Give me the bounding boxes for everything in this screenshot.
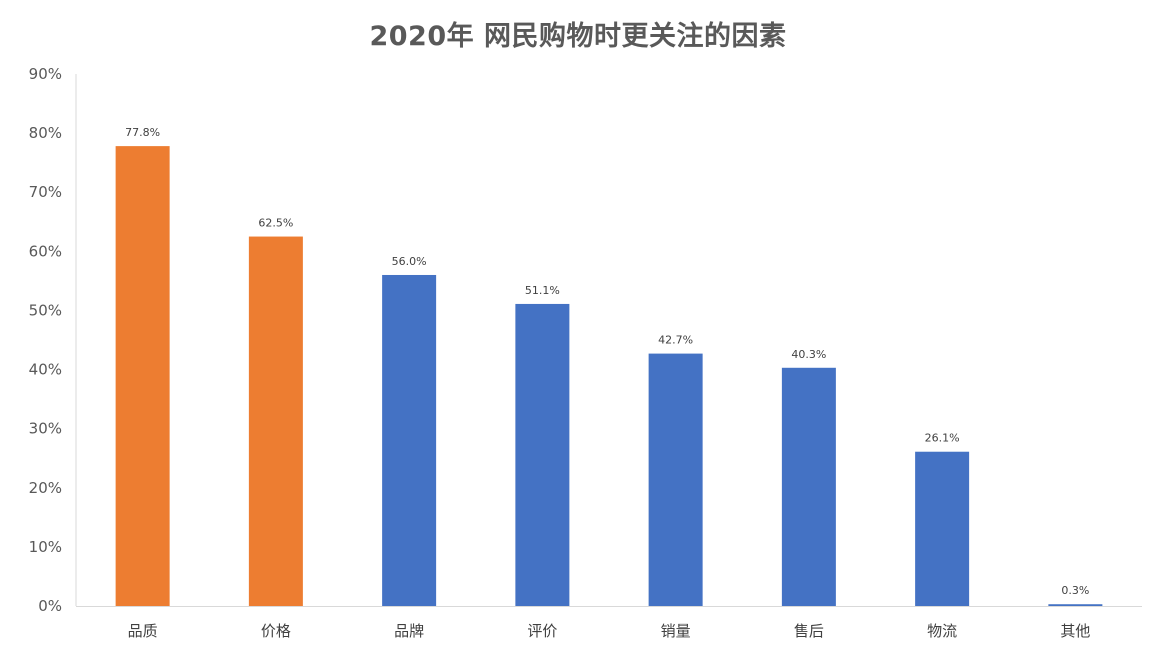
y-tick-label: 50%: [29, 301, 62, 319]
x-tick-label: 物流: [927, 622, 957, 640]
x-tick-label: 价格: [261, 622, 291, 640]
y-tick-label: 60%: [29, 242, 62, 260]
data-label: 40.3%: [791, 348, 826, 361]
x-tick-label: 其他: [1060, 622, 1090, 640]
data-label: 77.8%: [125, 126, 160, 139]
y-tick-label: 10%: [29, 538, 62, 556]
data-labels-group: 77.8% 62.5% 56.0% 51.1% 42.7% 40.3% 26.1% 0.3%: [125, 126, 1089, 597]
x-axis-ticks: 品质 价格 品牌 评价 销量 售后 物流 其他: [128, 622, 1091, 640]
data-label: 42.7%: [658, 334, 693, 347]
x-tick-label: 评价: [527, 622, 557, 640]
bars-group: [115, 146, 1103, 607]
x-tick-label: 品质: [128, 622, 158, 640]
x-tick-label: 销量: [661, 622, 691, 640]
y-axis-ticks: 0% 10% 20% 30% 40% 50% 60% 70% 80% 90%: [29, 65, 62, 615]
x-tick-label: 品牌: [394, 622, 424, 640]
y-tick-label: 40%: [29, 361, 62, 379]
bar-7: [915, 451, 970, 606]
chart-title: 2020年 网民购物时更关注的因素: [369, 21, 787, 52]
data-label: 56.0%: [392, 255, 427, 268]
bar-1: [115, 146, 170, 607]
y-tick-label: 70%: [29, 183, 62, 201]
y-tick-label: 30%: [29, 420, 62, 438]
bar-6: [781, 367, 836, 606]
data-label: 62.5%: [258, 217, 293, 230]
bar-5: [648, 353, 703, 606]
data-label: 51.1%: [525, 284, 560, 297]
bar-4: [515, 303, 570, 606]
data-label: 0.3%: [1061, 584, 1089, 597]
bar-8: [1048, 604, 1103, 606]
x-tick-label: 售后: [794, 622, 824, 640]
y-tick-label: 20%: [29, 479, 62, 497]
y-tick-label: 90%: [29, 65, 62, 83]
y-tick-label: 0%: [38, 597, 62, 615]
data-label: 26.1%: [925, 432, 960, 445]
bar-3: [382, 274, 437, 606]
y-tick-label: 80%: [29, 124, 62, 142]
bar-2: [248, 236, 303, 607]
